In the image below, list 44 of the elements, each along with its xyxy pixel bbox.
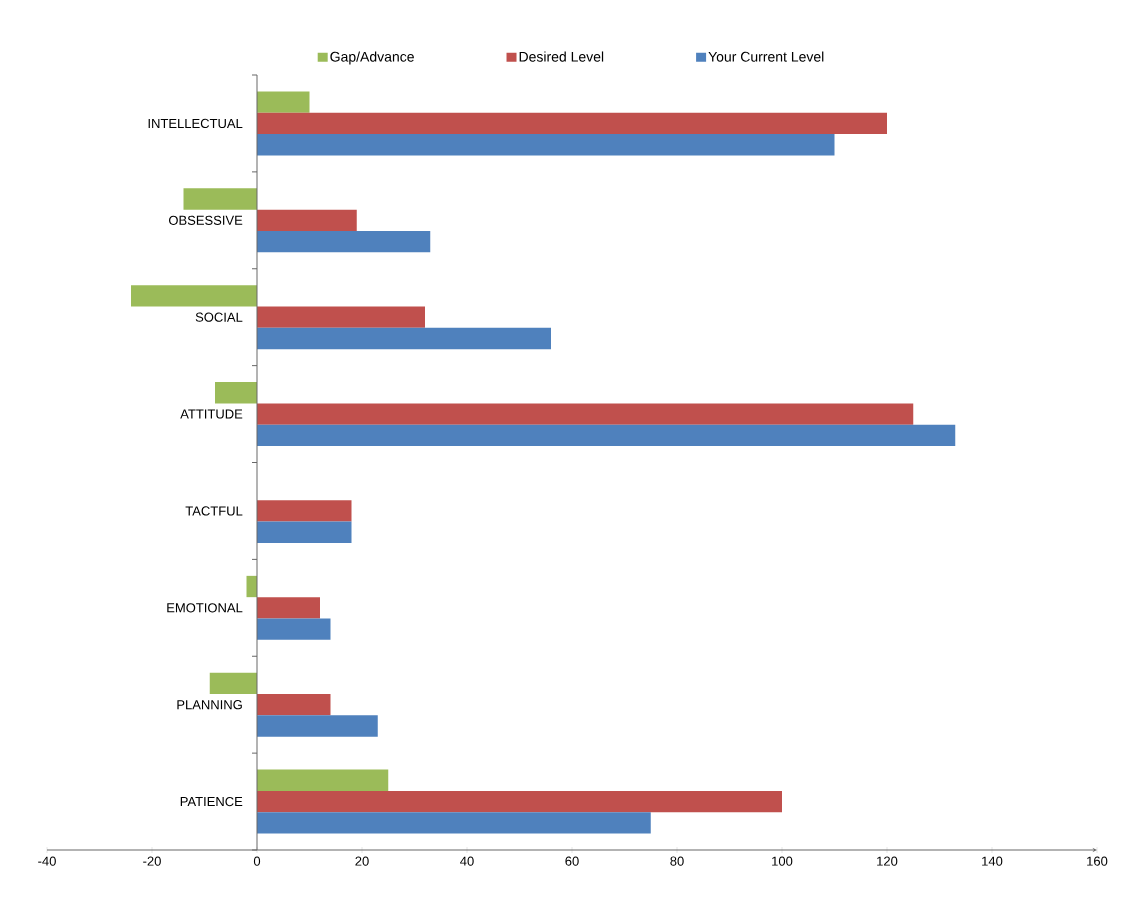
x-tick-label: 0 [253, 856, 261, 866]
bar [257, 500, 352, 522]
legend-label: Gap/Advance [330, 51, 414, 65]
x-tick-label: 160 [1087, 856, 1108, 866]
bar [257, 769, 389, 791]
bar [257, 134, 835, 156]
y-tick-label: TACTFUL [185, 506, 243, 516]
x-tick-label: 120 [877, 856, 898, 866]
x-tick-label: 20 [355, 856, 369, 866]
y-tick-label: PLANNING [177, 700, 242, 710]
bar [257, 403, 914, 425]
legend-label: Desired Level [519, 51, 604, 62]
bar [257, 327, 551, 350]
y-tick-label: PATIENCE [180, 796, 243, 807]
bar [257, 790, 782, 813]
bar [209, 672, 257, 695]
y-tick-label: INTELLECTUAL [148, 118, 243, 129]
bar [183, 188, 257, 210]
x-tick-label: 140 [982, 856, 1003, 866]
y-tick-label: ATTITUDE [180, 409, 243, 419]
bar [257, 812, 651, 834]
bar [215, 382, 257, 404]
bar [257, 112, 887, 135]
x-tick-label: 80 [670, 856, 684, 866]
bar [257, 715, 378, 737]
bar [131, 285, 257, 307]
x-tick-label: 60 [565, 856, 579, 866]
bar [257, 306, 425, 328]
x-tick-label: 40 [460, 856, 474, 866]
x-tick-label: -40 [38, 856, 56, 866]
x-tick-label: -20 [143, 856, 161, 866]
bar [257, 618, 331, 640]
bar [257, 91, 310, 113]
y-tick-label: SOCIAL [195, 312, 243, 322]
x-tick-label: 100 [772, 856, 793, 866]
y-tick-label: EMOTIONAL [167, 603, 243, 613]
bar [257, 694, 331, 716]
y-tick-label: OBSESSIVE [168, 215, 243, 225]
bar [257, 424, 956, 447]
bar [257, 209, 357, 231]
legend-label: Your Current Level [708, 51, 824, 62]
bar [257, 597, 320, 619]
bar [257, 230, 431, 253]
bar [257, 521, 352, 543]
